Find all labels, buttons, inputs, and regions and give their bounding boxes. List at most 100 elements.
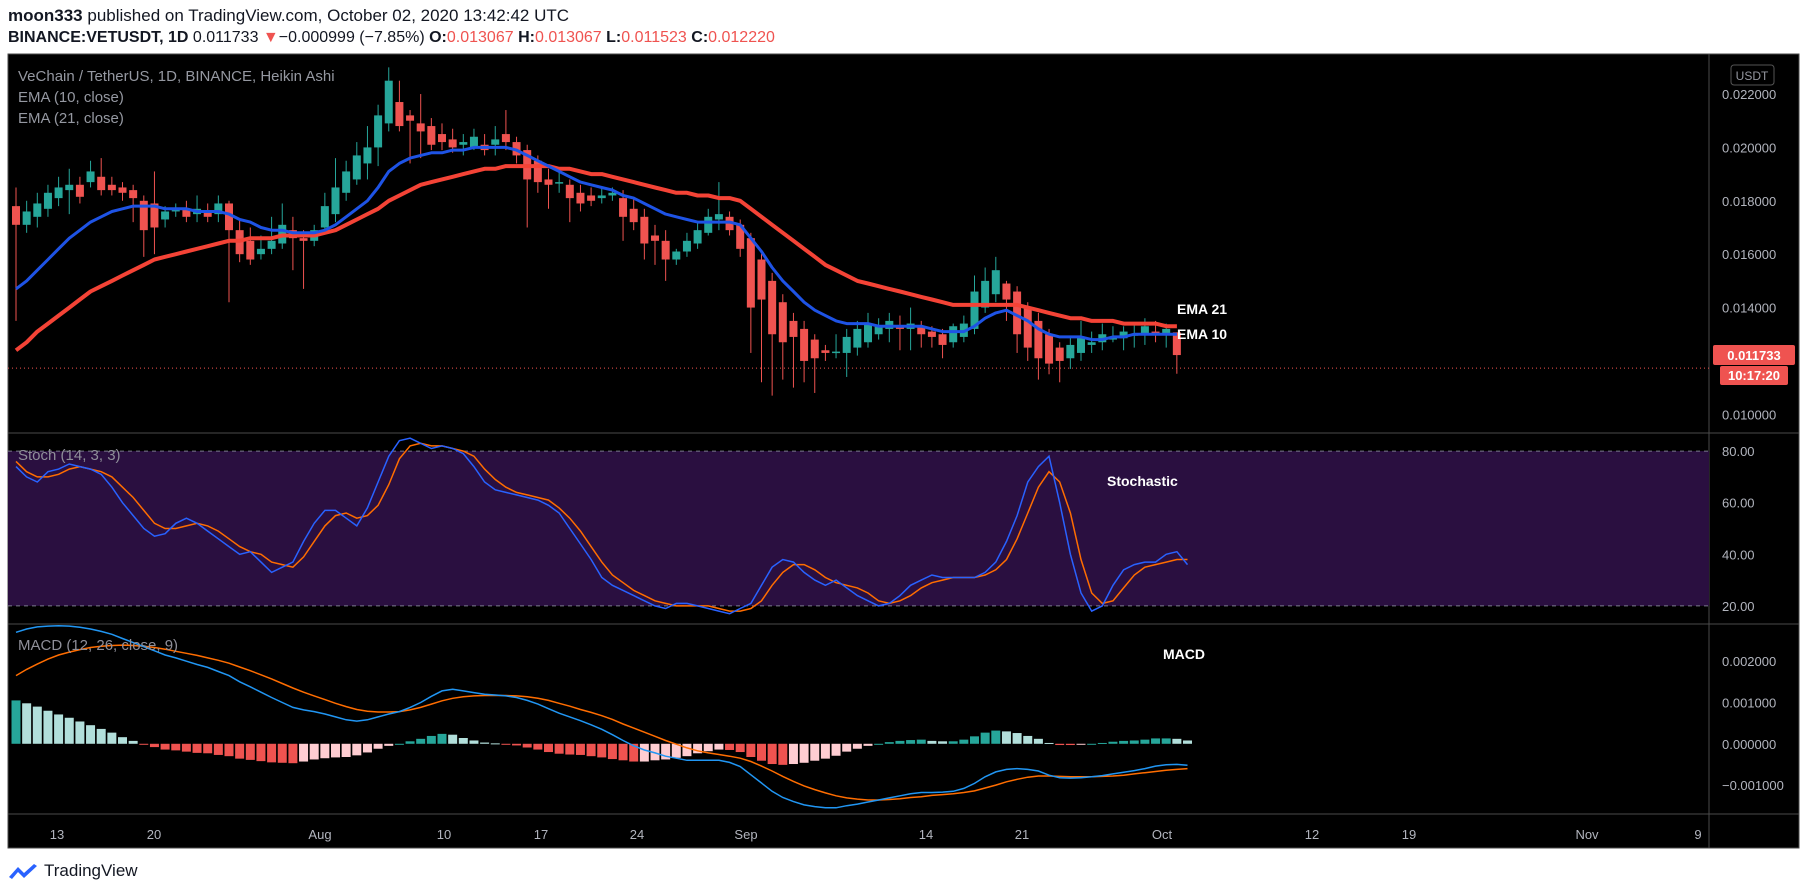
- macd-histogram-bar: [288, 743, 298, 764]
- candle-body: [682, 240, 691, 252]
- macd-histogram-bar: [597, 743, 607, 758]
- stoch-axis-tick-label: 40.00: [1722, 547, 1755, 562]
- candle-body: [1023, 307, 1032, 348]
- macd-histogram-bar: [437, 733, 447, 744]
- candle-body: [746, 238, 755, 308]
- candle: [874, 318, 883, 340]
- time-axis-tick-label: 13: [50, 827, 64, 842]
- macd-histogram-bar: [565, 743, 575, 755]
- candle-body: [981, 280, 990, 308]
- legend-macd[interactable]: MACD (12, 26, close, 9): [18, 637, 178, 654]
- macd-histogram-bar: [426, 735, 436, 744]
- time-axis-tick-label: 17: [534, 827, 548, 842]
- candle: [86, 160, 95, 188]
- candle-body: [864, 323, 872, 343]
- macd-histogram-bar: [831, 743, 841, 756]
- macd-histogram-bar: [639, 743, 649, 762]
- candle-body: [853, 328, 862, 348]
- candle-body: [352, 155, 361, 180]
- candle: [352, 142, 361, 185]
- last-price: 0.011733: [192, 29, 259, 46]
- price-axis-tick-label: 0.020000: [1722, 140, 1776, 155]
- macd-histogram-bar: [139, 743, 149, 745]
- candle-body: [1077, 336, 1085, 353]
- candle-body: [821, 350, 830, 353]
- candle-body: [629, 208, 638, 223]
- candle: [1066, 336, 1075, 369]
- candle: [1034, 312, 1043, 380]
- candle-body: [714, 214, 723, 220]
- annotation-ema21: EMA 21: [1177, 301, 1227, 317]
- macd-histogram-bar: [352, 743, 362, 756]
- brand-footer[interactable]: TradingView: [8, 861, 138, 881]
- macd-histogram-bar: [852, 743, 862, 749]
- macd-histogram-bar: [213, 743, 223, 755]
- candle-body: [704, 216, 713, 233]
- username[interactable]: moon333: [8, 6, 83, 25]
- candle: [938, 328, 947, 359]
- time-axis-tick-label: Nov: [1575, 827, 1599, 842]
- time-axis-tick-label: 20: [147, 827, 161, 842]
- candle: [246, 227, 255, 265]
- candle: [1013, 286, 1022, 353]
- macd-histogram-bar: [469, 740, 479, 744]
- price-tag: [1713, 345, 1795, 365]
- macd-histogram-bar: [1012, 733, 1022, 744]
- candle-body: [406, 115, 415, 121]
- macd-histogram-bar: [522, 743, 532, 748]
- candle: [150, 171, 159, 255]
- time-axis-tick-label: 24: [630, 827, 644, 842]
- legend-stoch[interactable]: Stoch (14, 3, 3): [18, 447, 121, 464]
- candle: [587, 187, 596, 207]
- candle-body: [1119, 331, 1128, 339]
- macd-histogram-bar: [1055, 743, 1065, 746]
- macd-histogram-bar: [22, 703, 32, 744]
- legend-ema21[interactable]: EMA (21, close): [18, 110, 124, 127]
- macd-histogram-bar: [458, 738, 468, 744]
- time-axis-tick-label: 12: [1305, 827, 1319, 842]
- candle: [374, 104, 383, 167]
- annotation-ema10: EMA 10: [1177, 326, 1227, 342]
- macd-histogram-bar: [735, 743, 745, 753]
- macd-histogram-bar: [149, 743, 159, 748]
- macd-histogram-bar: [671, 743, 681, 758]
- candle: [555, 171, 564, 193]
- macd-histogram-bar: [203, 743, 213, 754]
- candle: [459, 134, 468, 156]
- candle-body: [597, 195, 606, 199]
- ema21-line: [14, 164, 1177, 352]
- candle-body: [1087, 342, 1096, 345]
- macd-axis-tick-label: 0.000000: [1722, 737, 1776, 752]
- candle-body: [86, 171, 95, 183]
- candle-body: [842, 336, 851, 353]
- candle: [12, 187, 20, 321]
- macd-histogram-bar: [75, 721, 85, 744]
- macd-histogram-bar: [767, 743, 777, 765]
- candle-body: [267, 240, 276, 249]
- macd-histogram-bar: [331, 743, 340, 758]
- macd-histogram-bar: [895, 740, 905, 744]
- candle: [182, 200, 191, 223]
- macd-histogram-bar: [1097, 742, 1107, 744]
- candle-body: [501, 134, 510, 143]
- candle-body: [927, 331, 936, 337]
- macd-histogram-bar: [970, 736, 979, 744]
- candle-body: [33, 203, 42, 217]
- candle-body: [672, 251, 681, 260]
- low-label: L:: [606, 29, 622, 46]
- candle-body: [832, 351, 841, 354]
- candle-body: [203, 211, 212, 217]
- candle-body: [438, 134, 446, 143]
- legend-ema10[interactable]: EMA (10, close): [18, 89, 124, 106]
- macd-histogram-bar: [916, 739, 926, 744]
- macd-histogram-bar: [629, 743, 639, 762]
- candle-body: [555, 182, 564, 184]
- candle: [331, 158, 340, 223]
- candle: [810, 334, 819, 393]
- legend-main[interactable]: VeChain / TetherUS, 1D, BINANCE, Heikin …: [18, 68, 335, 85]
- price-axis-tick-label: 0.016000: [1722, 247, 1776, 262]
- macd-histogram-bar: [980, 732, 990, 744]
- currency-badge[interactable]: [1730, 64, 1775, 86]
- candle-body: [1002, 283, 1011, 300]
